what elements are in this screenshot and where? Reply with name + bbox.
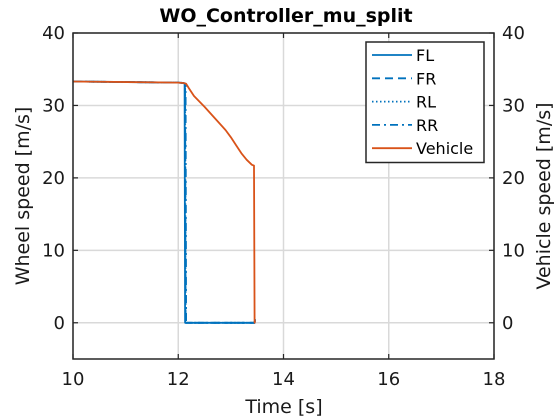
- y-tick-label: 0: [54, 313, 65, 334]
- series-line-vehicle: [72, 80, 256, 324]
- x-axis: 10 12 14 16 18: [62, 33, 506, 390]
- y-right-tick-label: 20: [502, 168, 525, 189]
- legend-label-fl: FL: [416, 46, 434, 65]
- x-tick-label: 10: [62, 369, 85, 390]
- y-right-tick-label: 10: [502, 240, 525, 261]
- y-axis-label-right: Vehicle speed [m/s]: [533, 102, 555, 289]
- legend-label-fr: FR: [416, 69, 436, 88]
- y-right-tick-label: 40: [502, 23, 525, 44]
- y-axis-right: 0 10 20 30 40: [489, 23, 525, 334]
- y-tick-label: 20: [42, 168, 65, 189]
- y-tick-label: 30: [42, 95, 65, 116]
- legend-box: [365, 41, 485, 164]
- y-axis-left: 0 10 20 30 40: [42, 23, 78, 334]
- y-right-tick-label: 30: [502, 95, 525, 116]
- y-axis-label-left: Wheel speed [m/s]: [12, 107, 34, 286]
- chart-title: WO_Controller_mu_split: [159, 5, 412, 27]
- y-tick-label: 10: [42, 240, 65, 261]
- x-tick-label: 14: [272, 369, 295, 390]
- legend: FL FR RL RR Vehicle: [365, 41, 485, 164]
- x-axis-label: Time [s]: [244, 396, 322, 418]
- y-right-tick-label: 0: [502, 313, 513, 334]
- x-tick-label: 18: [483, 369, 506, 390]
- y-tick-label: 40: [42, 23, 65, 44]
- legend-label-rl: RL: [416, 93, 436, 112]
- legend-label-vehicle: Vehicle: [416, 139, 473, 158]
- x-tick-label: 12: [167, 369, 190, 390]
- x-tick-label: 16: [377, 369, 400, 390]
- legend-label-rr: RR: [416, 116, 438, 135]
- plot-area: [72, 80, 256, 324]
